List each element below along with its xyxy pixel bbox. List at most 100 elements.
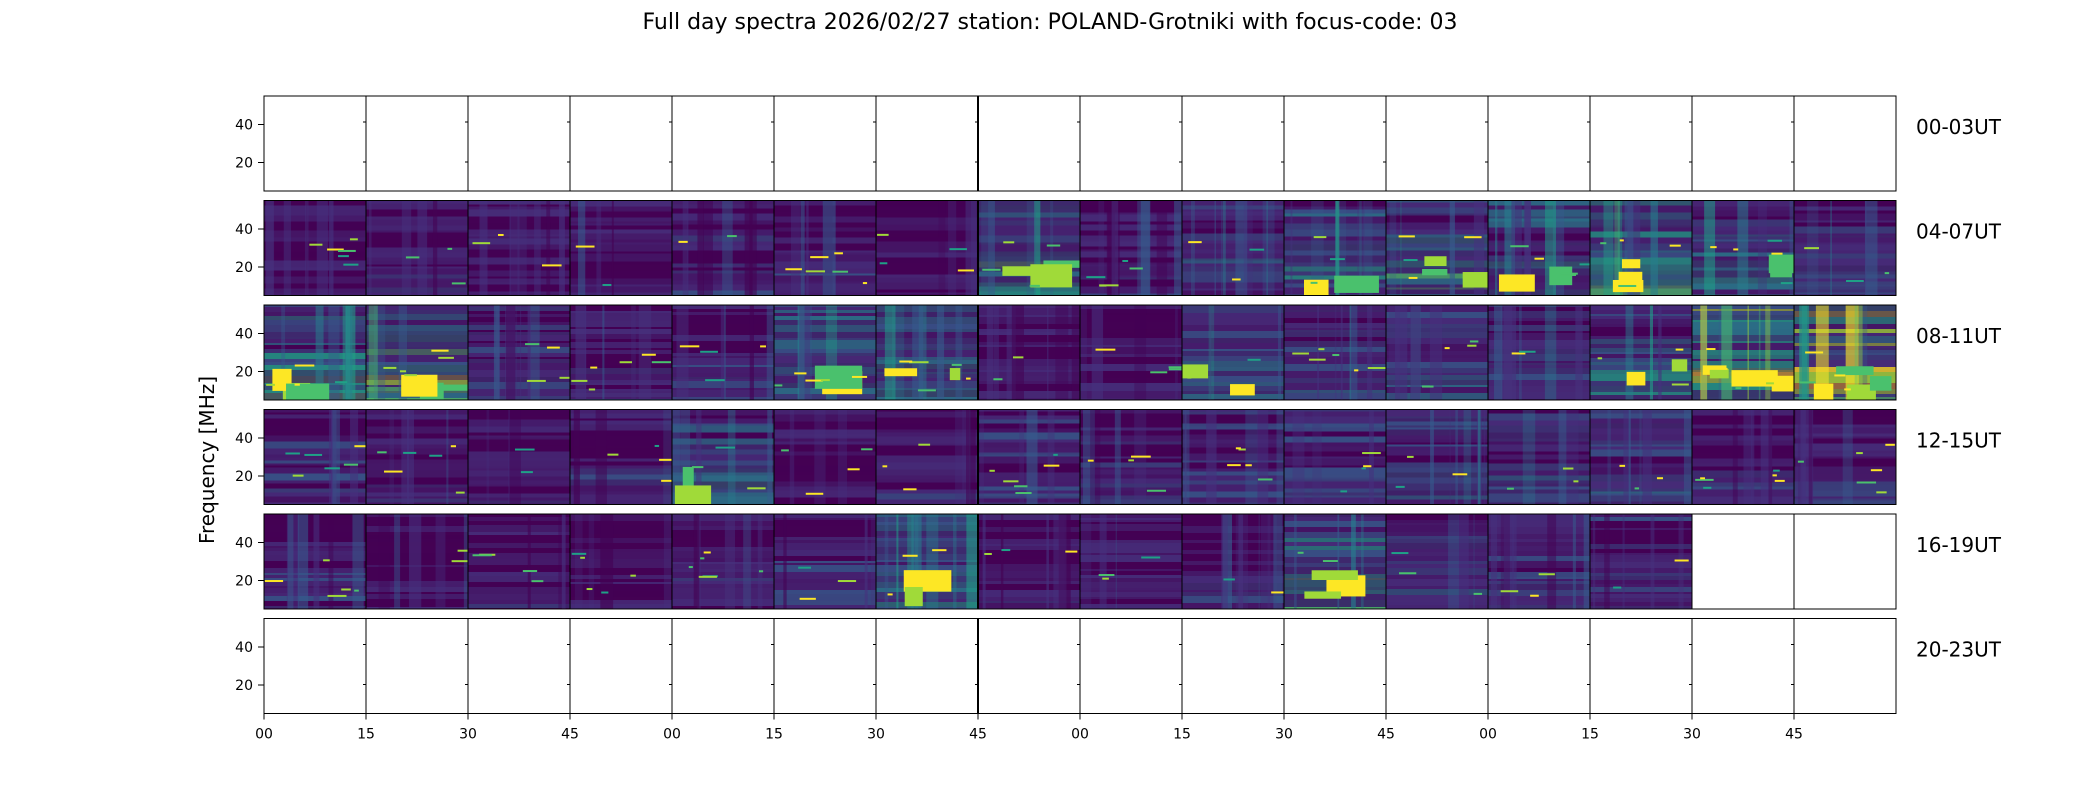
spectrogram-panel bbox=[876, 514, 978, 609]
x-tick-label: 00 bbox=[255, 727, 273, 743]
spectrogram-panel bbox=[468, 618, 570, 714]
spectrogram-panel bbox=[1590, 618, 1692, 714]
y-tick-label: 20 bbox=[235, 260, 253, 276]
row-frame bbox=[263, 513, 1897, 610]
y-tick-label: 20 bbox=[235, 678, 253, 694]
x-tick-label: 15 bbox=[1581, 727, 1599, 743]
row-frame bbox=[263, 304, 1897, 401]
spectrogram-panel bbox=[672, 618, 774, 714]
spectrogram-panel bbox=[1182, 409, 1284, 505]
spectrogram-panel bbox=[468, 305, 576, 400]
row-frame bbox=[263, 95, 1897, 192]
spectrogram-panel bbox=[1284, 200, 1386, 296]
spectrogram-panel bbox=[1284, 96, 1386, 191]
row-frame bbox=[263, 200, 1897, 296]
spectrogram-panel bbox=[1692, 618, 1794, 714]
spectrogram-panel bbox=[264, 409, 369, 505]
x-tick-label: 15 bbox=[765, 727, 783, 743]
row-label: 08-11UT bbox=[1916, 324, 2002, 348]
spectrogram-panel bbox=[1488, 96, 1590, 191]
spectrogram-panel bbox=[978, 409, 1080, 505]
x-tick-label: 45 bbox=[561, 727, 579, 743]
spectrogram-panel bbox=[1386, 96, 1488, 191]
y-tick-label: 20 bbox=[235, 574, 253, 590]
spectrogram-panel bbox=[366, 618, 468, 714]
spectrogram-panel bbox=[1692, 514, 1794, 609]
y-tick-label: 40 bbox=[235, 640, 253, 656]
spectrogram-panel bbox=[1590, 409, 1692, 505]
spectrogram-panel bbox=[978, 96, 1080, 191]
spectrogram-panel bbox=[1794, 514, 1896, 609]
spectrogram-panel bbox=[774, 200, 876, 296]
x-tick-label: 00 bbox=[1479, 727, 1497, 743]
spectrogram-panel bbox=[1386, 305, 1488, 400]
spectrogram-panel bbox=[774, 96, 876, 191]
spectrogram-panel bbox=[1488, 200, 1596, 296]
spectrogram-panel bbox=[774, 305, 876, 400]
spectrogram-panel bbox=[468, 96, 570, 191]
x-tick-label: 00 bbox=[1071, 727, 1089, 743]
spectrogram-panel bbox=[672, 409, 774, 505]
spectrogram-panel bbox=[264, 618, 366, 714]
spectrogram-panel bbox=[1182, 514, 1286, 609]
spectrogram-panel bbox=[1386, 200, 1488, 296]
spectrogram-panel bbox=[1794, 618, 1896, 714]
spectrogram-panel bbox=[1182, 200, 1284, 296]
spectrogram-panel bbox=[876, 618, 978, 714]
spectrogram-panel bbox=[1386, 618, 1488, 714]
spectrogram-panel bbox=[1692, 409, 1794, 505]
spectrogram-panel bbox=[672, 200, 774, 296]
spectrogram-panel bbox=[1794, 96, 1896, 191]
x-tick-label: 30 bbox=[459, 727, 477, 743]
x-tick-label: 45 bbox=[969, 727, 987, 743]
row-label: 00-03UT bbox=[1916, 115, 2002, 139]
spectrogram-panel bbox=[1488, 305, 1590, 400]
x-tick-label: 30 bbox=[1683, 727, 1701, 743]
y-axis-label: Frequency [MHz] bbox=[195, 376, 219, 544]
spectrogram-panel bbox=[1284, 305, 1387, 400]
spectrogram-panel bbox=[1488, 409, 1590, 505]
spectrogram-panel bbox=[570, 514, 672, 609]
y-tick-label: 20 bbox=[235, 365, 253, 381]
spectrogram-panel bbox=[1488, 514, 1590, 609]
y-tick-label: 40 bbox=[235, 118, 253, 134]
spectrogram-panel bbox=[1182, 618, 1284, 714]
row-label: 04-07UT bbox=[1916, 220, 2002, 244]
spectrogram-panel bbox=[1182, 96, 1284, 191]
spectrogram-panel bbox=[570, 618, 672, 714]
spectrogram-panel bbox=[774, 514, 876, 609]
spectrogram-panel bbox=[570, 409, 680, 505]
spectrogram-panel bbox=[264, 514, 366, 609]
spectrogram-panel bbox=[978, 514, 1080, 609]
spectrogram-panel bbox=[1692, 200, 1794, 296]
x-tick-label: 00 bbox=[663, 727, 681, 743]
x-tick-label: 45 bbox=[1785, 727, 1803, 743]
spectrogram-panel bbox=[366, 96, 468, 191]
row-frame bbox=[263, 409, 1897, 505]
spectrogram-panel bbox=[978, 618, 1080, 714]
x-tick-label: 15 bbox=[1173, 727, 1191, 743]
spectrogram-panel bbox=[876, 305, 978, 400]
spectrogram-panel bbox=[570, 200, 672, 296]
y-tick-label: 20 bbox=[235, 469, 253, 485]
spectrogram-panel bbox=[1692, 305, 1794, 400]
spectrogram-panel bbox=[1590, 305, 1692, 400]
spectrogram-panel bbox=[1080, 514, 1182, 609]
row-label: 12-15UT bbox=[1916, 429, 2002, 453]
y-tick-label: 40 bbox=[235, 222, 253, 238]
spectrogram-panel bbox=[1080, 305, 1189, 400]
spectrogram-panel bbox=[1488, 618, 1590, 714]
row-label: 20-23UT bbox=[1916, 638, 2002, 662]
spectrogram-panel bbox=[1692, 96, 1794, 191]
spectrogram-panel bbox=[1386, 409, 1488, 505]
spectrogram-panel bbox=[774, 618, 876, 714]
spectrogram-panel bbox=[978, 305, 1080, 400]
spectrogram-panel bbox=[468, 409, 570, 505]
spectrogram-panel bbox=[876, 409, 978, 505]
spectrogram-panel bbox=[366, 514, 473, 609]
spectrogram-panel bbox=[1284, 409, 1386, 505]
spectrogram-panel bbox=[1080, 618, 1182, 714]
spectrogram-panel bbox=[468, 200, 570, 296]
spectrogram-panel bbox=[672, 514, 774, 609]
